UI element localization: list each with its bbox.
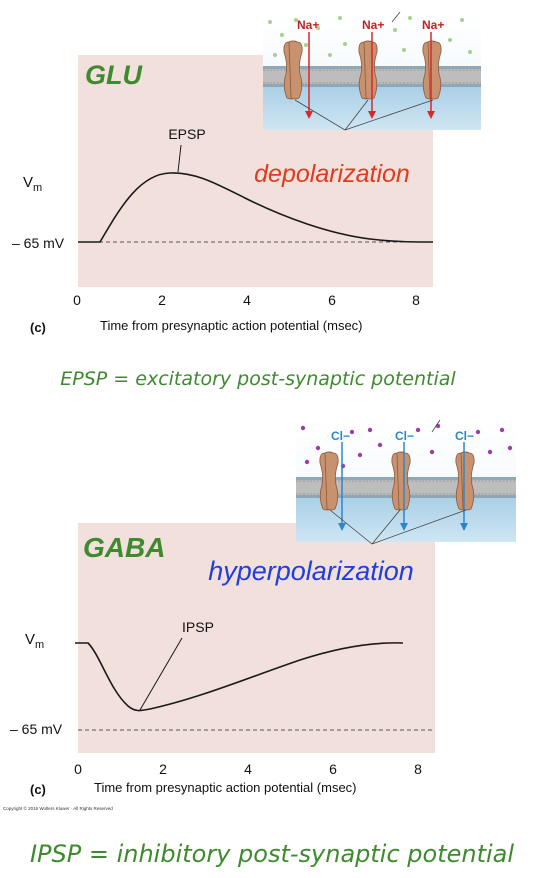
ipsp-trace — [75, 642, 404, 712]
ipsp-x-tick-6: 6 — [329, 761, 337, 777]
na-ion-label-1: Na+ — [297, 18, 319, 32]
epsp-effect-label: depolarization — [254, 160, 410, 188]
copyright-notice: Copyright © 2016 Wolters Kluwer · All Ri… — [3, 805, 113, 811]
cl-channel-inset: Cl− Cl− Cl− — [296, 419, 516, 545]
ipsp-x-tick-8: 8 — [414, 761, 422, 777]
epsp-callout-label: EPSP — [168, 126, 205, 142]
cl-ion-label-2: Cl− — [395, 429, 414, 443]
cl-ion-label-3: Cl− — [455, 429, 474, 443]
ipsp-x-tick-0: 0 — [74, 761, 82, 777]
epsp-baseline-label: – 65 mV — [12, 235, 65, 251]
epsp-y-axis-label: Vm — [23, 174, 42, 194]
ipsp-baseline-label: – 65 mV — [10, 721, 63, 737]
na-ion-label-3: Na+ — [422, 18, 444, 32]
ipsp-x-tick-2: 2 — [159, 761, 167, 777]
epsp-panel-letter: (c) — [30, 320, 46, 335]
ipsp-x-tick-4: 4 — [244, 761, 252, 777]
ipsp-panel-letter: (c) — [30, 782, 46, 797]
epsp-x-tick-4: 4 — [243, 292, 251, 308]
ipsp-y-axis-label: Vm — [25, 631, 44, 651]
epsp-x-tick-8: 8 — [412, 292, 420, 308]
epsp-definition: EPSP = excitatory post-synaptic potentia… — [60, 368, 456, 390]
ipsp-plot-background — [78, 523, 435, 753]
ipsp-transmitter-label: GABA — [83, 532, 165, 563]
epsp-transmitter-label: GLU — [85, 60, 143, 90]
ipsp-x-axis-title: Time from presynaptic action potential (… — [94, 780, 357, 795]
ipsp-effect-label: hyperpolarization — [208, 556, 414, 586]
ipsp-panel: GABA hyperpolarization Vm – 65 mV IPSP 0… — [3, 419, 516, 868]
epsp-x-tick-0: 0 — [73, 292, 81, 308]
na-channel-inset: Na+ Na+ Na+ — [263, 11, 481, 131]
epsp-callout-line — [177, 144, 182, 173]
cl-ion-label-1: Cl− — [331, 429, 350, 443]
epsp-panel: GLU depolarization Vm – 65 mV EPSP 0 2 4… — [12, 11, 481, 390]
ipsp-definition: IPSP = inhibitory post-synaptic potentia… — [30, 840, 514, 868]
ipsp-callout-label: IPSP — [182, 619, 214, 635]
epsp-trace — [78, 172, 434, 243]
na-ion-label-2: Na+ — [362, 18, 384, 32]
epsp-x-tick-2: 2 — [158, 292, 166, 308]
epsp-x-tick-6: 6 — [328, 292, 336, 308]
epsp-x-axis-title: Time from presynaptic action potential (… — [100, 318, 363, 333]
ipsp-callout-line — [139, 637, 183, 711]
